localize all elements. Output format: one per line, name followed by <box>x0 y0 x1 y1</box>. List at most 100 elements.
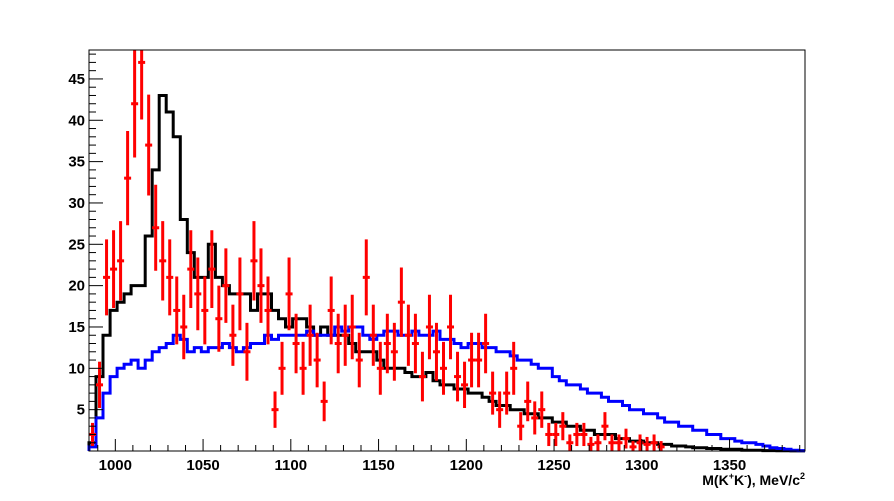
data-point <box>271 391 279 428</box>
data-point <box>222 248 230 323</box>
blue-histogram <box>87 325 805 453</box>
data-point <box>201 276 209 345</box>
data-point <box>236 257 244 331</box>
data-point <box>552 422 560 447</box>
data-point <box>348 294 356 360</box>
data-point <box>615 434 623 451</box>
data-point <box>475 332 483 388</box>
data-point <box>355 332 363 388</box>
data-point <box>594 434 602 451</box>
data-point <box>545 422 553 447</box>
data-point <box>180 294 188 360</box>
data-point <box>566 434 574 451</box>
data-point <box>454 351 462 402</box>
data-point <box>496 391 504 428</box>
data-point <box>650 434 658 451</box>
data-point <box>432 322 440 381</box>
data-point <box>629 441 637 451</box>
data-point <box>608 434 616 451</box>
data-point <box>503 371 511 415</box>
data-point <box>187 230 195 308</box>
y-axis-ticks: 5 10 15 20 25 30 35 40 45 <box>68 53 103 444</box>
x-axis-title: M(K+K-), MeV/c2 <box>702 471 805 488</box>
data-point <box>461 361 469 409</box>
data-point <box>411 313 419 374</box>
x-tick-label: 1300 <box>625 457 658 474</box>
data-point <box>285 257 293 331</box>
data-point <box>383 313 391 374</box>
data-point <box>362 239 370 316</box>
data-point <box>538 391 546 428</box>
data-point <box>145 94 153 196</box>
data-point <box>152 184 160 271</box>
data-point <box>376 341 384 395</box>
y-tick-label: 25 <box>68 236 85 253</box>
data-point <box>194 257 202 331</box>
data-point <box>313 332 321 388</box>
x-tick-label: 1200 <box>450 457 483 474</box>
data-point <box>418 351 426 402</box>
data-point <box>334 313 342 374</box>
y-tick-label: 45 <box>68 71 85 88</box>
data-point <box>250 221 258 301</box>
data-point <box>369 304 377 366</box>
data-point <box>531 401 539 435</box>
data-point <box>103 239 111 316</box>
data-point <box>622 428 630 449</box>
x-axis-title-sup-2: 2 <box>800 471 805 481</box>
data-point <box>447 294 455 360</box>
x-tick-label: 1100 <box>275 457 308 474</box>
x-tick-label: 1350 <box>713 457 746 474</box>
y-tick-label: 30 <box>68 195 85 212</box>
x-axis-title-tail: ), MeV/c <box>747 472 800 488</box>
data-point <box>208 230 216 308</box>
x-tick-label: 1250 <box>537 457 570 474</box>
data-point <box>559 412 567 441</box>
data-point <box>278 341 286 395</box>
x-tick-label: 1000 <box>99 457 132 474</box>
x-tick-label: 1150 <box>362 457 395 474</box>
data-point <box>215 285 223 352</box>
data-point <box>468 332 476 388</box>
data-points-layer <box>89 50 665 451</box>
data-point <box>243 322 251 381</box>
data-point <box>110 230 118 308</box>
data-point <box>299 341 307 395</box>
data-point <box>636 434 644 451</box>
data-point <box>524 381 532 422</box>
data-point <box>131 50 139 158</box>
data-point <box>439 341 447 395</box>
data-point <box>257 248 265 323</box>
y-tick-label: 10 <box>68 360 85 377</box>
data-point <box>124 131 132 226</box>
data-point <box>96 361 104 409</box>
data-point <box>320 381 328 422</box>
data-point <box>117 221 125 301</box>
x-axis-title-sup-plus: + <box>729 471 734 481</box>
y-tick-label: 20 <box>68 278 85 295</box>
data-point <box>587 436 595 451</box>
y-tick-label: 15 <box>68 319 85 336</box>
x-axis-title-mid: K <box>734 472 744 488</box>
data-point <box>425 294 433 360</box>
plot-frame <box>88 49 806 452</box>
data-point <box>306 304 314 366</box>
data-point <box>397 267 405 337</box>
data-point <box>327 276 335 345</box>
data-point <box>264 276 272 345</box>
data-point <box>341 304 349 366</box>
data-point <box>601 412 609 441</box>
data-point <box>482 313 490 374</box>
data-point <box>166 239 174 316</box>
data-point <box>489 371 497 415</box>
data-point <box>138 50 146 120</box>
data-point <box>173 276 181 345</box>
data-point <box>510 341 518 395</box>
x-axis-ticks: 1000 1050 1100 1150 1200 1250 1300 1350 <box>97 439 801 474</box>
data-point <box>159 221 167 301</box>
data-point <box>404 304 412 366</box>
x-tick-label: 1050 <box>186 457 219 474</box>
y-tick-label: 40 <box>68 112 85 129</box>
data-point <box>643 436 651 451</box>
